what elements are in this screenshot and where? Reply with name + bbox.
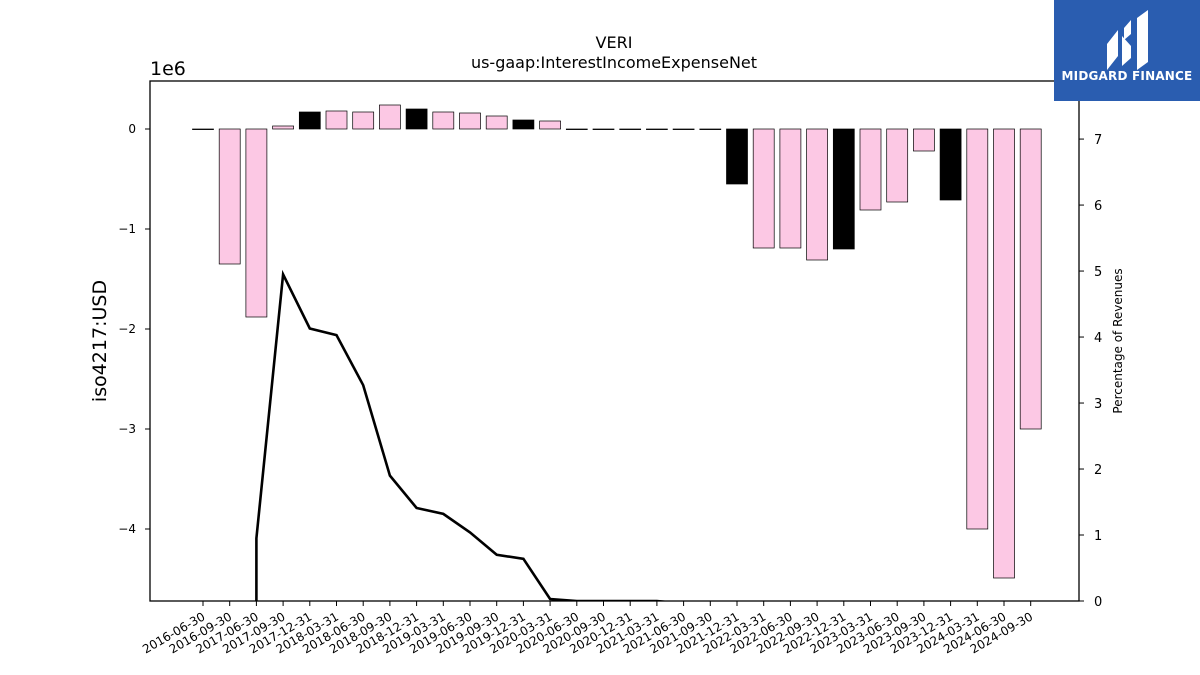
bar-2017-09-30 xyxy=(272,125,294,130)
y-tick-label: −1 xyxy=(118,222,136,236)
line-layer xyxy=(255,269,671,601)
y2-tick-label: 1 xyxy=(1094,529,1102,544)
bar-2023-06-30 xyxy=(886,128,909,203)
bar-2018-09-30 xyxy=(379,104,401,130)
bar-2016-06-30 xyxy=(192,128,214,130)
bar-2018-03-31 xyxy=(325,110,348,130)
y2-tick-label: 6 xyxy=(1094,199,1102,214)
y2-tick-label: 0 xyxy=(1094,595,1102,610)
bar-2021-12-31 xyxy=(726,128,748,185)
bar-2020-06-30 xyxy=(565,128,588,130)
bar-2022-09-30 xyxy=(806,128,828,261)
y-tick-label: −3 xyxy=(118,422,136,436)
plot-frame xyxy=(149,80,1080,602)
y2-axis-ticks: 0 1 2 3 4 5 6 7 xyxy=(1079,133,1102,610)
bar-2016-09-30 xyxy=(218,128,241,265)
brand-name: MIDGARD FINANCE xyxy=(1061,69,1193,83)
y-tick-label: −2 xyxy=(118,322,136,336)
y2-tick-label: 4 xyxy=(1094,331,1102,346)
bar-2019-09-30 xyxy=(485,115,508,130)
x-axis-ticks: 2016-06-302016-09-302017-06-302017-09-30… xyxy=(140,601,1035,656)
midgard-m-logo-icon xyxy=(1107,10,1148,70)
bar-2017-06-30 xyxy=(245,128,268,318)
bar-2023-09-30 xyxy=(913,128,935,152)
bar-2019-03-31 xyxy=(432,111,455,130)
bars-layer xyxy=(192,104,1042,579)
bar-2023-03-31 xyxy=(859,128,882,211)
y2-axis-label: Percentage of Revenues xyxy=(1111,268,1125,413)
y2-tick-label: 7 xyxy=(1094,133,1102,148)
bar-2019-06-30 xyxy=(459,112,481,130)
bar-2020-12-31 xyxy=(619,128,642,130)
bar-2022-06-30 xyxy=(779,128,802,249)
y-axis-label: iso4217:USD xyxy=(89,280,111,402)
bar-2021-09-30 xyxy=(699,128,722,130)
bar-2021-06-30 xyxy=(672,128,695,130)
y2-tick-label: 5 xyxy=(1094,265,1102,280)
brand-logo: MIDGARD FINANCE xyxy=(1054,0,1200,101)
bar-2022-12-31 xyxy=(832,128,855,250)
y-tick-label: −4 xyxy=(118,522,136,536)
bar-2024-06-30 xyxy=(993,128,1015,579)
bar-2022-03-31 xyxy=(752,128,775,249)
revenue-percentage-line xyxy=(255,269,671,601)
chart-title: VERI xyxy=(596,33,633,52)
bar-2020-03-31 xyxy=(539,120,561,130)
y2-tick-label: 2 xyxy=(1094,463,1102,478)
y-tick-label: 0 xyxy=(128,122,136,136)
bar-2021-03-31 xyxy=(646,128,668,130)
bar-2018-12-31 xyxy=(405,108,428,130)
chart-subtitle: us-gaap:InterestIncomeExpenseNet xyxy=(471,53,757,72)
bar-2019-12-31 xyxy=(512,119,535,130)
bar-2018-06-30 xyxy=(352,111,375,130)
bar-2023-12-31 xyxy=(939,128,962,201)
y2-tick-label: 3 xyxy=(1094,397,1102,412)
bar-2020-09-30 xyxy=(592,128,615,130)
bar-2024-03-31 xyxy=(966,128,989,530)
bar-2024-09-30 xyxy=(1019,128,1042,430)
y-scale-label: 1e6 xyxy=(150,58,186,80)
bar-2017-12-31 xyxy=(298,111,321,130)
y-axis-ticks: 0 −1 −2 −3 −4 xyxy=(118,122,150,536)
